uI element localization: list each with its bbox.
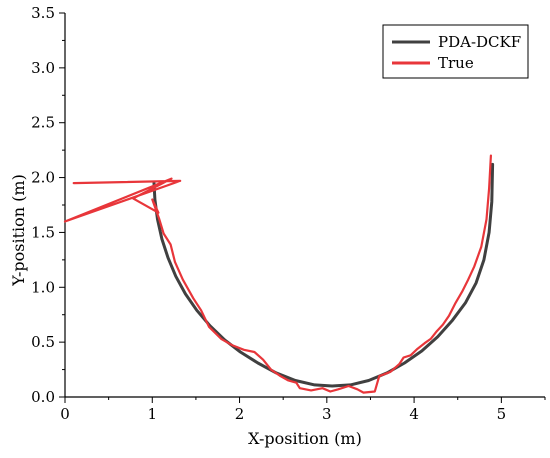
y-tick-label: 1.5 [31, 223, 55, 241]
y-tick-label: 1.0 [31, 278, 55, 296]
y-tick-label: 0.0 [31, 388, 55, 406]
y-tick-label: 2.5 [31, 114, 55, 132]
legend-label-pda-dckf: PDA-DCKF [438, 33, 521, 51]
x-tick-label: 3 [322, 405, 332, 423]
series-line-pda-dckf [152, 162, 495, 388]
series-line-true [63, 154, 492, 394]
series-layer [63, 154, 495, 394]
y-axis: 0.0 0.5 1.0 1.5 2.0 2.5 3.0 3.5 [31, 4, 65, 406]
x-axis-title: X-position (m) [248, 429, 362, 448]
y-tick-label: 2.0 [31, 169, 55, 187]
x-axis: 0 1 2 3 4 5 [60, 397, 546, 423]
y-tick-label: 3.5 [31, 4, 55, 22]
legend-label-true: True [438, 54, 474, 72]
x-tick-label: 5 [497, 405, 507, 423]
y-tick-label: 3.0 [31, 59, 55, 77]
y-axis-title: Y-position (m) [9, 174, 28, 287]
x-tick-label: 4 [409, 405, 419, 423]
legend: PDA-DCKF True [382, 24, 529, 79]
x-tick-label: 1 [147, 405, 157, 423]
x-tick-label: 0 [60, 405, 70, 423]
legend-box [382, 24, 529, 79]
x-tick-label: 2 [235, 405, 245, 423]
y-tick-label: 0.5 [31, 333, 55, 351]
